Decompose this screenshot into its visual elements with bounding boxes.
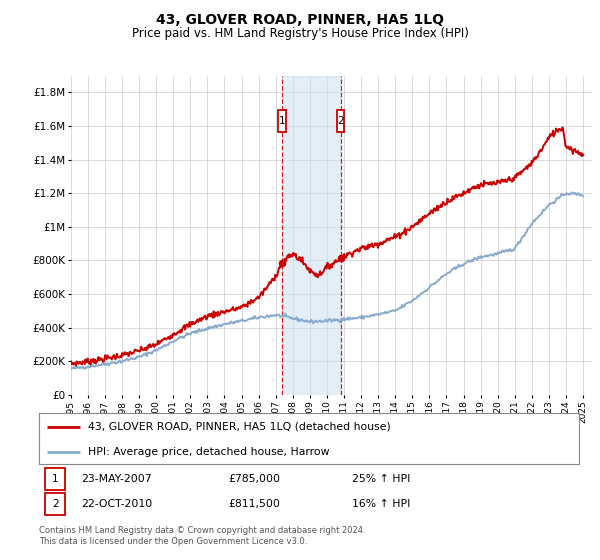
Text: £811,500: £811,500 [228,499,280,509]
Text: 1: 1 [52,474,59,484]
Text: 22-OCT-2010: 22-OCT-2010 [81,499,152,509]
Text: £785,000: £785,000 [228,474,280,484]
Text: HPI: Average price, detached house, Harrow: HPI: Average price, detached house, Harr… [88,447,329,457]
Bar [278,110,286,132]
Text: 2: 2 [52,499,59,509]
Bar [282,76,341,395]
Text: 1: 1 [279,116,286,126]
Text: 16% ↑ HPI: 16% ↑ HPI [352,499,410,509]
Bar [337,110,344,132]
Bar [46,493,65,515]
Text: 23-MAY-2007: 23-MAY-2007 [81,474,152,484]
Text: Price paid vs. HM Land Registry's House Price Index (HPI): Price paid vs. HM Land Registry's House … [131,27,469,40]
Bar [46,468,65,490]
Text: 25% ↑ HPI: 25% ↑ HPI [352,474,410,484]
Text: 2: 2 [337,116,344,126]
Text: 43, GLOVER ROAD, PINNER, HA5 1LQ (detached house): 43, GLOVER ROAD, PINNER, HA5 1LQ (detach… [88,422,391,432]
Text: 43, GLOVER ROAD, PINNER, HA5 1LQ: 43, GLOVER ROAD, PINNER, HA5 1LQ [156,13,444,27]
Text: Contains HM Land Registry data © Crown copyright and database right 2024.
This d: Contains HM Land Registry data © Crown c… [39,526,365,546]
